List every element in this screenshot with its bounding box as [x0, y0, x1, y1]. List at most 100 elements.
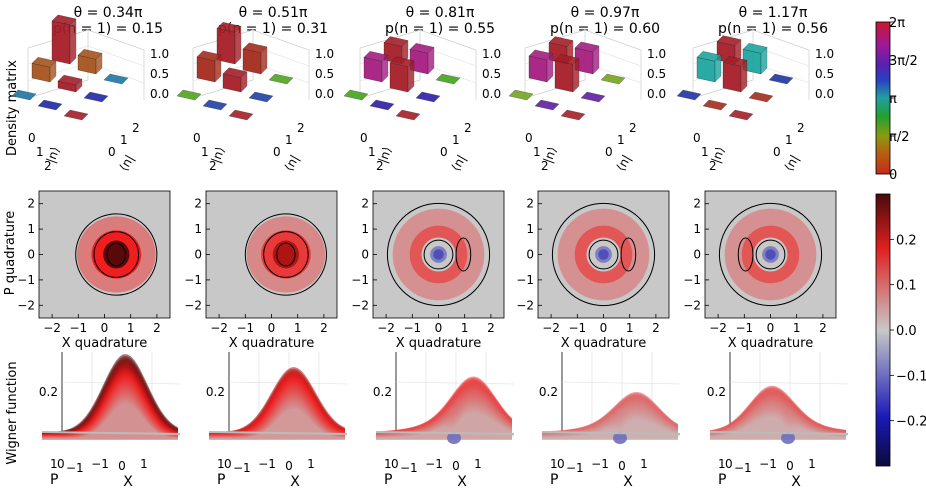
surface-z-tick: 0.2	[39, 385, 58, 399]
wigner-contour	[551, 202, 656, 307]
density-z-tick: 1.0	[482, 47, 501, 61]
surface-p-tick: −1	[66, 461, 84, 475]
wigner-surface-panel: 0.21 0 −1 −1 0 1P X	[206, 352, 348, 490]
density-bar-top	[395, 109, 421, 121]
surface-z-tick: 0.2	[206, 385, 225, 399]
wigner-map-xtick-label: −2	[542, 321, 560, 335]
density-n-tick-right: 2	[797, 121, 805, 135]
density-bar-top	[415, 91, 441, 103]
wigner-contour	[93, 231, 140, 278]
wigner-contour	[244, 213, 328, 296]
wigner-map-xtick-label: 2	[153, 321, 161, 335]
surface-p-label: P	[550, 472, 558, 488]
density-bar-front	[51, 20, 71, 65]
surface-x-tick: 1	[140, 457, 148, 471]
density-bra-label: ⟨n|	[448, 152, 468, 173]
density-n-tick-right: 0	[273, 145, 281, 159]
surface-x-tick: 1	[808, 457, 816, 471]
title-pn1: p(n = 1) = 0.60	[550, 21, 660, 37]
surface-z-tick: 0.2	[539, 385, 558, 399]
density-bar-top	[702, 99, 728, 111]
density-n-tick-left: 0	[693, 131, 701, 145]
density-bar-top	[343, 89, 369, 101]
surface-p-tick: 1	[718, 457, 726, 471]
title-pn1: p(n = 1) = 0.56	[718, 21, 828, 37]
density-n-tick-left: 2	[376, 159, 384, 173]
wigner-blob-core	[272, 240, 300, 269]
density-bar-top	[222, 67, 248, 78]
density-z-tick: 0.5	[315, 67, 334, 81]
surface-p-tick: −1	[233, 461, 251, 475]
surface-grid-line	[395, 381, 515, 385]
density-n-tick-right: 2	[464, 121, 472, 135]
density-bar-top	[11, 89, 37, 101]
density-bar-top	[103, 73, 129, 85]
phase-colorbar: 2π 3π/2 π π/2 0	[875, 16, 918, 183]
surface-x-tick: −1	[591, 457, 609, 471]
surface-x-label: X	[123, 474, 133, 490]
wigner-map-ytick-label: −1	[184, 273, 202, 287]
wigner-surface-negative-dip	[781, 432, 795, 444]
title-theta: θ = 0.81π	[406, 5, 475, 21]
surface-p-label: P	[384, 472, 392, 488]
density-bar-top	[548, 36, 574, 47]
density-z-tick: 0.5	[815, 67, 834, 81]
wigner-map-ytick-label: 2	[693, 197, 701, 211]
surface-base	[375, 431, 515, 435]
density-bar-top	[409, 43, 435, 54]
density-z-tick: 0.0	[815, 87, 834, 101]
density-n-tick-right: 1	[785, 133, 793, 147]
density-n-tick-right: 0	[440, 145, 448, 159]
density-z-tick: 0.0	[482, 87, 501, 101]
density-z-tick: 1.0	[315, 47, 334, 61]
row-label-density: Density matrix	[5, 60, 20, 156]
wigner-surface-strip	[209, 408, 345, 440]
density-ket-label: |n⟩	[541, 145, 560, 165]
wigner-map-ytick-label: 1	[194, 222, 202, 236]
wigner-surface-negative-dip	[613, 432, 627, 444]
title-theta: θ = 0.51π	[239, 5, 308, 21]
surface-p-tick: 1	[550, 457, 558, 471]
density-n-tick-left: 1	[201, 145, 209, 159]
wigner-map-xtick-label: 1	[626, 321, 634, 335]
density-bar-top	[600, 73, 626, 85]
density-bar-top	[63, 109, 89, 121]
density-bar-top	[534, 99, 560, 111]
wigner-map-xlabel: X quadrature	[229, 336, 314, 351]
density-bra-label: ⟨n|	[116, 152, 136, 173]
density-n-tick-left: 2	[541, 159, 549, 173]
density-bar-side	[234, 25, 242, 65]
phase-colorbar-tick-label: 2π	[889, 16, 905, 31]
density-bar-top	[57, 74, 83, 86]
density-bar-front	[363, 57, 383, 83]
density-bar-top	[77, 49, 103, 60]
density-n-tick-right: 2	[297, 121, 305, 135]
density-n-tick-left: 0	[360, 131, 368, 145]
density-bar-top	[580, 91, 606, 103]
density-bar-top	[369, 99, 395, 111]
density-bar-top	[37, 99, 63, 111]
wigner-contour	[276, 242, 296, 267]
wigner-map-xtick-label: −1	[568, 321, 586, 335]
density-z-tick: 0.5	[482, 67, 501, 81]
density-bar-top	[560, 109, 586, 121]
wigner-map-xtick-label: −1	[403, 321, 421, 335]
surface-p-tick: 1	[50, 457, 58, 471]
title-theta: θ = 1.17π	[739, 5, 808, 21]
wigner-colorbar: 0.2 0.1 0.0 −0.1 −0.2	[875, 193, 926, 467]
wigner-map-ytick-label: 2	[194, 197, 202, 211]
density-bar-top	[268, 73, 294, 85]
density-z-tick: 0.5	[150, 67, 169, 81]
surface-p-tick: −1	[566, 461, 584, 475]
row-label-wigner-surface: Wigner function	[5, 361, 20, 464]
density-bar-top	[722, 56, 748, 67]
surface-base	[41, 431, 181, 435]
wigner-colorbar-tick-label: 0.1	[896, 279, 917, 294]
